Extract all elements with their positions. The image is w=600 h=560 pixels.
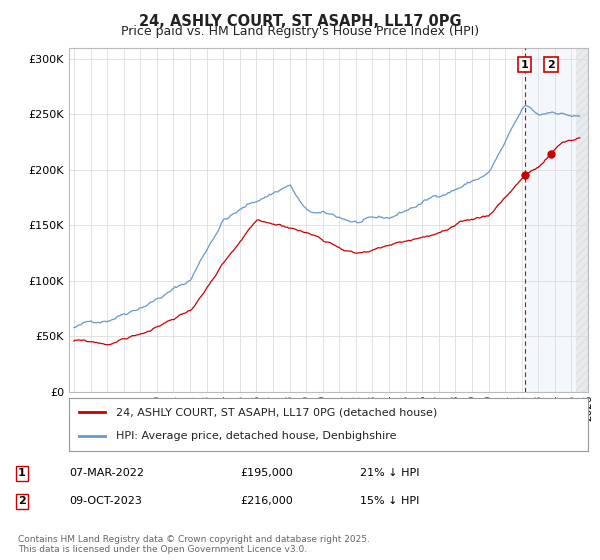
Text: 09-OCT-2023: 09-OCT-2023 [69,496,142,506]
Text: HPI: Average price, detached house, Denbighshire: HPI: Average price, detached house, Denb… [116,431,396,441]
Text: 2: 2 [18,496,26,506]
Text: 2: 2 [547,60,555,69]
Text: £195,000: £195,000 [240,468,293,478]
Text: 1: 1 [18,468,26,478]
Text: 07-MAR-2022: 07-MAR-2022 [69,468,144,478]
Text: 1: 1 [521,60,529,69]
Bar [524,48,588,392]
Text: Price paid vs. HM Land Registry's House Price Index (HPI): Price paid vs. HM Land Registry's House … [121,25,479,38]
Text: 24, ASHLY COURT, ST ASAPH, LL17 0PG: 24, ASHLY COURT, ST ASAPH, LL17 0PG [139,14,461,29]
Text: £216,000: £216,000 [240,496,293,506]
Text: 21% ↓ HPI: 21% ↓ HPI [360,468,419,478]
Bar [577,48,588,392]
Text: 24, ASHLY COURT, ST ASAPH, LL17 0PG (detached house): 24, ASHLY COURT, ST ASAPH, LL17 0PG (det… [116,408,437,418]
Text: Contains HM Land Registry data © Crown copyright and database right 2025.
This d: Contains HM Land Registry data © Crown c… [18,535,370,554]
Text: 15% ↓ HPI: 15% ↓ HPI [360,496,419,506]
